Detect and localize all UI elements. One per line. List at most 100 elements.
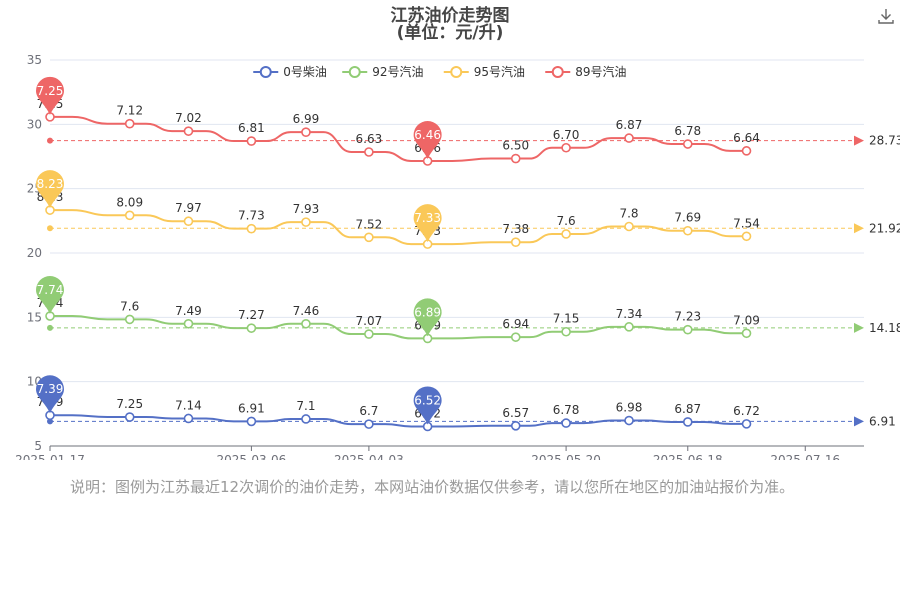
data-label: 7.02: [175, 111, 202, 125]
data-label: 7.34: [616, 307, 643, 321]
average-line-start: [47, 137, 53, 144]
data-point: [124, 210, 135, 221]
legend-label: 89号汽油: [575, 64, 626, 79]
legend-item[interactable]: 95号汽油: [443, 64, 525, 79]
min-pin-label: 6.46: [414, 128, 441, 142]
data-label: 7.69: [674, 211, 701, 225]
legend-item[interactable]: 92号汽油: [342, 64, 424, 79]
download-icon[interactable]: [876, 6, 896, 26]
chart-title: 江苏油价走势图: [391, 5, 510, 26]
data-point: [183, 413, 194, 424]
data-label: 7.6: [557, 214, 576, 228]
min-pin-label: 6.89: [414, 305, 441, 319]
data-point: [364, 232, 374, 243]
max-pin-label: 7.74: [37, 283, 64, 297]
data-point: [682, 225, 693, 236]
data-point: [301, 318, 311, 329]
data-point: [301, 127, 311, 137]
data-point: [624, 133, 634, 143]
max-pin-label: 7.25: [37, 84, 64, 98]
data-point: [183, 216, 194, 227]
data-label: 6.78: [553, 403, 580, 417]
data-label: 7.12: [116, 104, 143, 118]
data-point: [741, 146, 752, 156]
data-label: 6.63: [356, 132, 383, 146]
data-label: 6.99: [293, 112, 320, 126]
data-label: 7.38: [502, 222, 529, 236]
data-label: 7.46: [293, 304, 320, 318]
legend-symbol: [551, 66, 564, 78]
data-label: 7.49: [175, 304, 202, 318]
average-label: 6.91: [869, 414, 896, 428]
series-layer: 7.39 7.25 7.14 6.91 7.1 6.7 6.52 6.57 6.78 6.98 6.…: [37, 97, 760, 432]
data-label: 6.91: [238, 401, 265, 415]
average-line-start: [47, 225, 53, 232]
data-point: [624, 322, 634, 332]
data-point: [741, 231, 752, 242]
data-point: [682, 417, 693, 427]
data-label: 7.09: [733, 313, 760, 327]
data-point: [124, 118, 135, 129]
data-point: [246, 136, 257, 146]
data-label: 7.1: [296, 399, 315, 413]
data-point: [682, 324, 693, 335]
series-line: [50, 315, 747, 340]
data-point: [246, 223, 257, 234]
x-tick-label: 2025-01-17: [15, 453, 85, 460]
legend-item[interactable]: 89号汽油: [545, 64, 627, 79]
data-label: 6.98: [616, 401, 643, 415]
data-label: 6.81: [238, 121, 265, 135]
average-lines: 6.91 14.18 21.92 28.73: [47, 134, 900, 428]
y-tick-label: 30: [27, 117, 42, 131]
data-point: [510, 153, 521, 164]
min-pin: [413, 121, 442, 160]
max-pin-label: 8.23: [37, 177, 64, 191]
data-point: [624, 221, 634, 232]
average-line-arrow: [854, 322, 864, 333]
min-pin: [413, 386, 442, 425]
markers-layer: 7.39 6.52 7.74 6.89 8.23 7.33 7.25 6.46: [36, 76, 442, 425]
legend[interactable]: 0号柴油 92号汽油 95号汽油 89号汽油: [253, 64, 627, 79]
data-label: 7.97: [175, 201, 202, 215]
legend-symbol: [450, 66, 463, 78]
x-tick-label: 2025-04-03: [334, 453, 404, 460]
data-label: 6.87: [616, 118, 643, 132]
x-tick-label: 2025-03-06: [217, 453, 287, 460]
data-label: 7.8: [619, 206, 638, 220]
legend-item[interactable]: 0号柴油: [253, 65, 327, 79]
legend-symbol: [348, 66, 361, 78]
data-label: 6.78: [674, 124, 701, 138]
data-point: [561, 229, 571, 239]
average-label: 14.18: [869, 321, 900, 335]
max-pin-label: 7.39: [37, 382, 64, 396]
data-label: 6.64: [733, 131, 760, 145]
data-point: [561, 418, 571, 428]
data-label: 6.94: [502, 317, 529, 331]
data-point: [183, 126, 194, 136]
x-tick-label: 2025-07-16: [770, 453, 840, 460]
max-pin: [36, 76, 64, 115]
data-point: [510, 332, 521, 342]
data-point: [510, 420, 521, 431]
data-label: 6.70: [553, 128, 580, 142]
data-point: [124, 314, 135, 325]
average-line-start: [47, 418, 53, 425]
data-label: 7.15: [553, 312, 580, 326]
y-tick-label: 5: [34, 439, 42, 453]
data-point: [364, 419, 374, 429]
data-point: [124, 412, 135, 422]
data-label: 7.93: [293, 202, 320, 216]
data-label: 6.7: [359, 404, 378, 418]
data-label: 7.23: [674, 310, 701, 324]
average-label: 21.92: [869, 221, 900, 235]
data-point: [741, 419, 752, 429]
y-tick-label: 15: [27, 310, 42, 324]
chart-subtitle: (单位：元/升): [397, 22, 504, 43]
max-pin: [36, 375, 64, 414]
data-point: [301, 414, 311, 424]
legend-label: 92号汽油: [372, 64, 423, 79]
data-point: [741, 328, 752, 339]
data-point: [246, 416, 257, 427]
oil-price-chart: 江苏油价走势图 (单位：元/升) 51015202530352025-01-17…: [15, 5, 900, 460]
